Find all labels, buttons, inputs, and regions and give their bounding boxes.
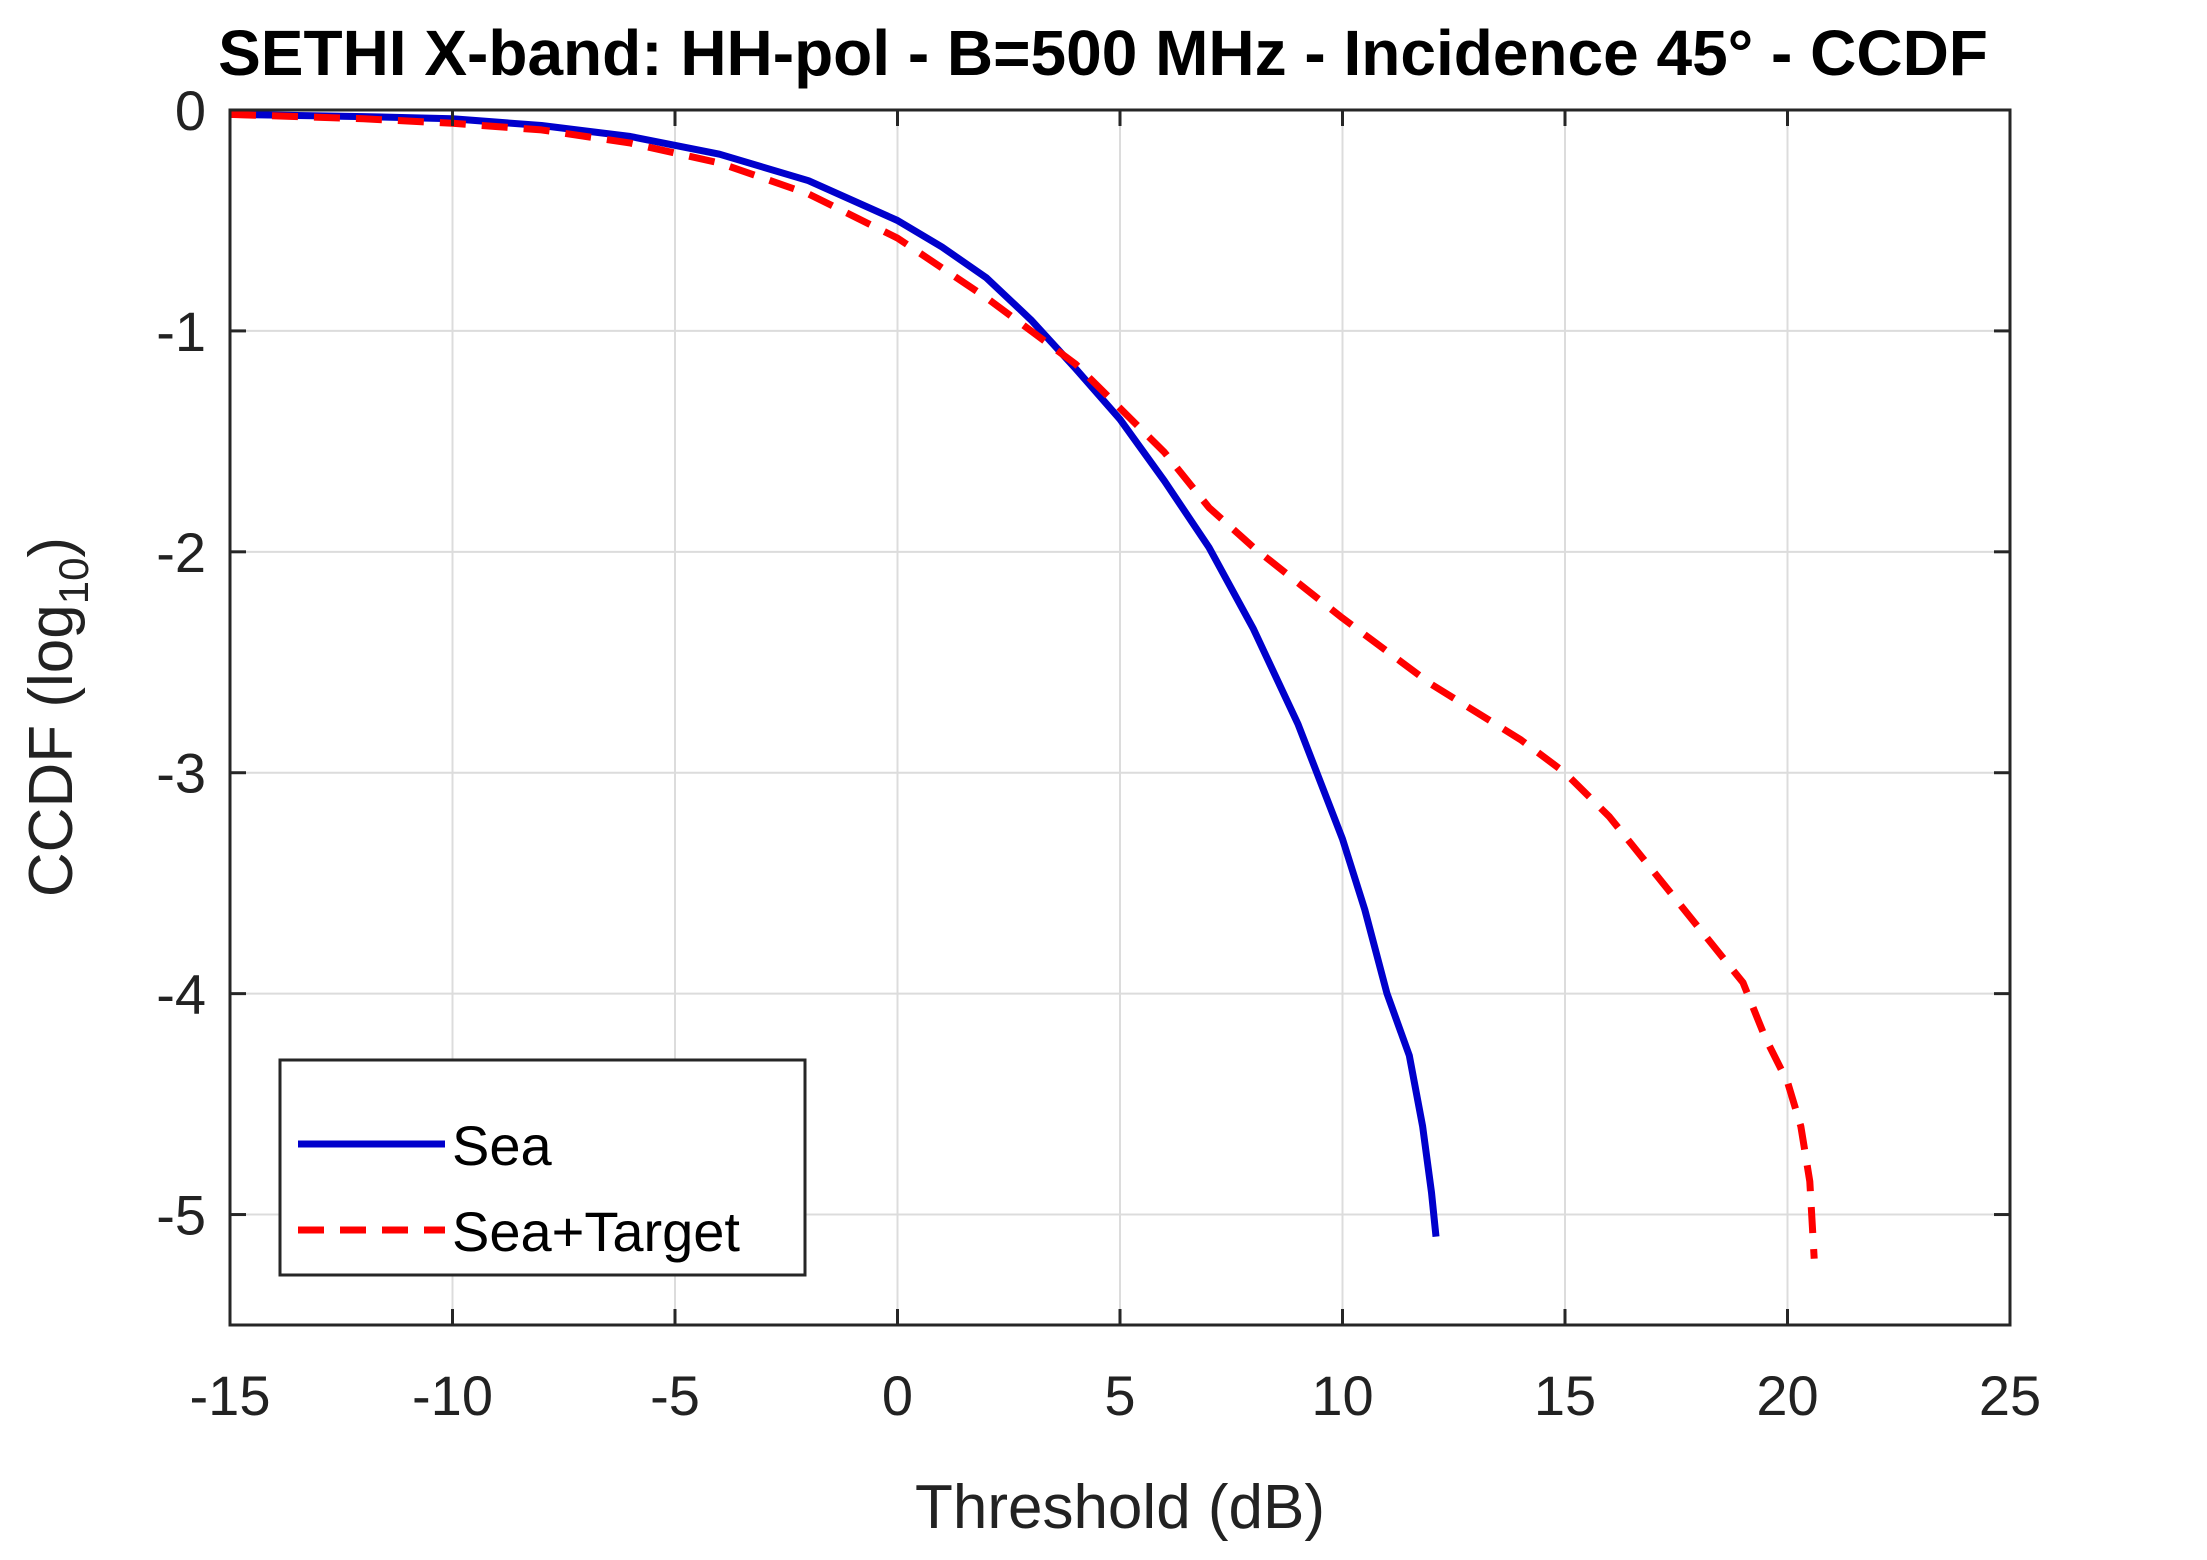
y-tick-label: -1 (156, 300, 206, 363)
x-tick-label: 0 (882, 1364, 913, 1427)
x-axis-label: Threshold (dB) (915, 1473, 1325, 1542)
y-axis-label-text: CCDF (log10) (17, 537, 97, 897)
legend-label-sea-target: Sea+Target (452, 1200, 740, 1263)
x-tick-label: 25 (1979, 1364, 2041, 1427)
y-axis-ticks: 0 -1 -2 -3 -4 -5 (156, 79, 2010, 1247)
legend: Sea Sea+Target (278, 1058, 807, 1277)
x-tick-label: 10 (1311, 1364, 1373, 1427)
series-group (229, 110, 1818, 1259)
y-axis-label-main: CCDF (log (17, 604, 86, 897)
x-tick-label: -10 (412, 1364, 493, 1427)
y-tick-label: -3 (156, 742, 206, 805)
x-tick-label: 15 (1534, 1364, 1596, 1427)
x-tick-label: -5 (650, 1364, 700, 1427)
legend-label-sea: Sea (452, 1114, 552, 1177)
x-axis-ticks: -15 -10 -5 0 5 10 15 20 25 (190, 110, 2041, 1427)
legend-box (278, 1058, 807, 1277)
x-tick-label: 5 (1104, 1364, 1135, 1427)
y-axis-label: CCDF (log10) (17, 537, 97, 897)
y-tick-label: -4 (156, 963, 206, 1026)
y-tick-label: -2 (156, 521, 206, 584)
y-axis-label-close: ) (17, 537, 86, 558)
y-tick-label: -5 (156, 1184, 206, 1247)
x-tick-label: -15 (190, 1364, 271, 1427)
chart-title: SETHI X-band: HH-pol - B=500 MHz - Incid… (218, 17, 1988, 89)
series-line-sea-target (229, 110, 1818, 1259)
y-tick-label: 0 (175, 79, 206, 142)
x-tick-label: 20 (1756, 1364, 1818, 1427)
series-line-sea (229, 110, 1440, 1237)
y-axis-label-subscript: 10 (50, 558, 97, 605)
